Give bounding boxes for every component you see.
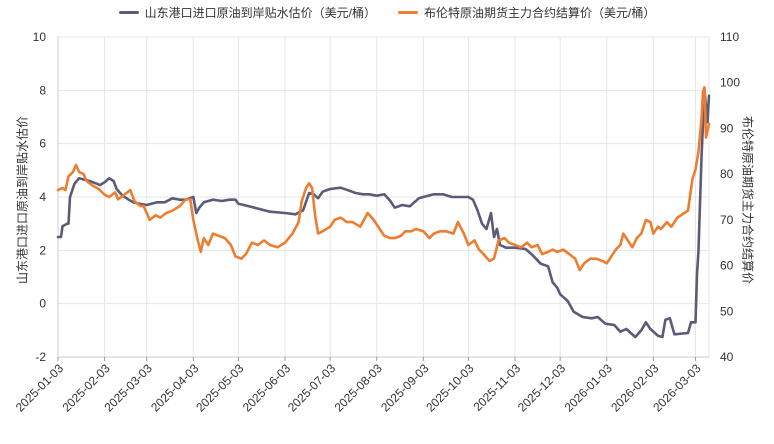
legend-label-shandong: 山东港口进口原油到岸贴水估价（美元/桶）: [144, 5, 376, 20]
x-tick-label: 2025-04-03: [148, 361, 202, 415]
legend-item-brent[interactable]: 布伦特原油期货主力合约结算价（美元/桶）: [398, 3, 655, 21]
y-tick-left: -2: [35, 350, 46, 364]
y-tick-right: 90: [720, 121, 734, 135]
y-tick-right: 110: [720, 30, 739, 44]
x-tick-label: 2025-08-03: [332, 361, 386, 415]
legend-swatch-shandong: [118, 10, 139, 14]
y-tick-left: 2: [39, 243, 46, 257]
y-tick-left: 6: [39, 137, 46, 151]
y-tick-right: 70: [720, 213, 734, 227]
legend-item-shandong[interactable]: 山东港口进口原油到岸贴水估价（美元/桶）: [118, 3, 376, 21]
y-tick-right: 80: [720, 167, 734, 181]
series-layer: [56, 86, 711, 339]
x-tick-label: 2025-07-03: [285, 361, 339, 415]
legend-label-brent: 布伦特原油期货主力合约结算价（美元/桶）: [424, 5, 656, 20]
x-tick-label: 2025-10-03: [423, 361, 477, 415]
y-tick-right: 60: [720, 259, 734, 273]
y-tick-right: 100: [720, 76, 740, 90]
x-tick-label: 2025-09-03: [378, 361, 432, 415]
y-tick-left: 8: [39, 83, 46, 97]
y-tick-right: 40: [720, 350, 734, 364]
y-tick-left: 0: [39, 297, 46, 311]
y-tick-left: 10: [33, 30, 47, 44]
legend-swatch-brent: [398, 10, 418, 14]
y-tick-right: 50: [720, 304, 734, 318]
grid: [58, 36, 710, 357]
legend: 山东港口进口原油到岸贴水估价（美元/桶） 布伦特原油期货主力合约结算价（美元/桶…: [0, 3, 774, 21]
x-tick-label: 2025-01-03: [13, 361, 67, 415]
x-tick-label: 2025-12-03: [515, 361, 569, 415]
x-tick-label: 2025-06-03: [240, 361, 294, 415]
series-line-0: [56, 89, 711, 339]
y-tick-left: 4: [39, 190, 46, 204]
x-tick-label: 2026-01-03: [562, 361, 616, 415]
x-tick-label: 2025-05-03: [193, 361, 247, 415]
series-line-1: [56, 86, 711, 272]
